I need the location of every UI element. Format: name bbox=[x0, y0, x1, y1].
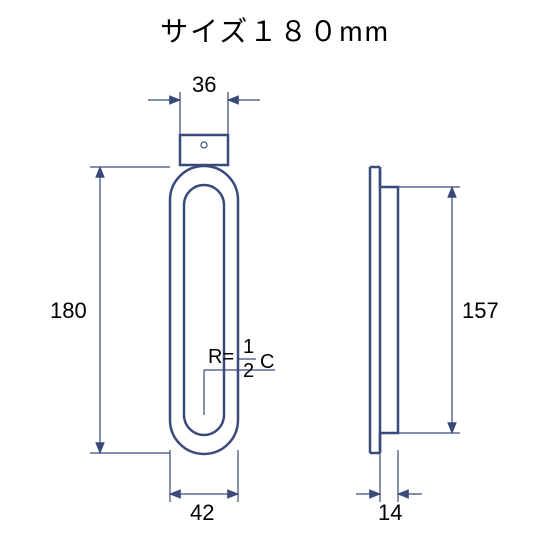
dim-180-label: 180 bbox=[50, 298, 87, 323]
radius-callout: R= 1 2 C bbox=[204, 336, 275, 415]
dim-157-label: 157 bbox=[462, 298, 499, 323]
radius-den: 2 bbox=[243, 360, 254, 382]
dim-side-157: 157 bbox=[398, 187, 499, 433]
dim-height-180: 180 bbox=[50, 167, 170, 453]
dim-36-label: 36 bbox=[192, 72, 216, 97]
dim-side-14: 14 bbox=[356, 450, 422, 525]
page-title: サイズ１８０mm bbox=[0, 0, 550, 50]
radius-R: R= bbox=[208, 346, 234, 368]
radius-C: C bbox=[260, 351, 274, 373]
radius-num: 1 bbox=[243, 336, 254, 358]
dim-14-label: 14 bbox=[378, 500, 402, 525]
technical-drawing: 36 180 42 R= 1 2 C 157 bbox=[30, 50, 520, 540]
dim-42-label: 42 bbox=[190, 500, 214, 525]
dim-bottom-width: 42 bbox=[170, 450, 238, 525]
dim-top-width: 36 bbox=[148, 72, 260, 135]
side-view bbox=[370, 167, 398, 453]
